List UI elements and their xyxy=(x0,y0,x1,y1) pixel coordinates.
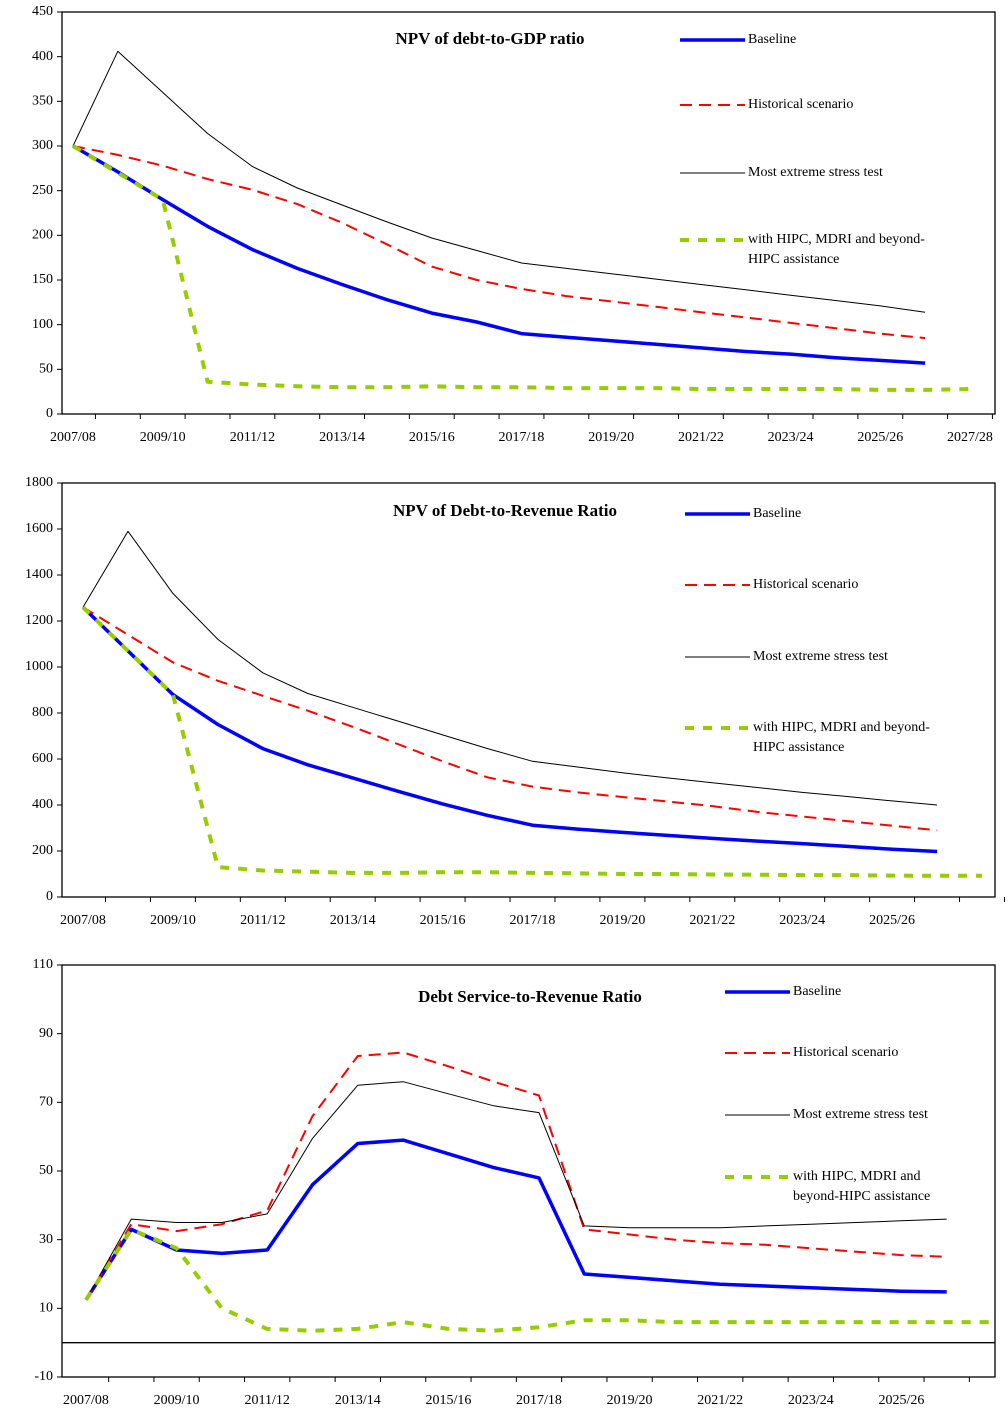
y-tick-label: 1400 xyxy=(25,567,53,582)
series-line xyxy=(85,1051,947,1301)
legend-label: with HIPC, MDRI and beyond-HIPC assistan… xyxy=(748,232,925,267)
legend-label: Baseline xyxy=(748,32,796,47)
legend-label: Baseline xyxy=(793,984,841,999)
series-line xyxy=(81,605,938,854)
y-tick-label: 1200 xyxy=(25,613,53,628)
y-tick-label: 100 xyxy=(32,317,53,332)
x-tick-label: 2007/08 xyxy=(63,1393,109,1408)
x-tick-label: 2025/26 xyxy=(869,913,915,928)
x-tick-label: 2013/14 xyxy=(330,913,376,928)
legend-label: with HIPC, MDRI and beyond-HIPC assistan… xyxy=(753,720,930,755)
x-tick-label: 2009/10 xyxy=(140,430,186,445)
y-tick-label: 200 xyxy=(32,228,53,243)
y-tick-label: 200 xyxy=(32,843,53,858)
x-tick-label: 2015/16 xyxy=(409,430,455,445)
y-tick-label: 250 xyxy=(32,183,53,198)
series-line xyxy=(72,50,926,313)
y-tick-label: 300 xyxy=(32,138,53,153)
y-tick-label: 1600 xyxy=(25,521,53,536)
y-tick-label: 90 xyxy=(39,1026,53,1041)
x-tick-label: 2025/26 xyxy=(878,1393,924,1408)
legend-label: Historical scenario xyxy=(753,577,858,592)
x-tick-label: 2007/08 xyxy=(60,913,106,928)
x-tick-label: 2027/28 xyxy=(947,430,993,445)
y-tick-label: 600 xyxy=(32,751,53,766)
y-tick-label: 1000 xyxy=(25,659,53,674)
y-tick-label: 400 xyxy=(32,49,53,64)
chart-title: Debt Service-to-Revenue Ratio xyxy=(418,987,642,1006)
y-tick-label: 50 xyxy=(39,362,53,377)
x-tick-label: 2023/24 xyxy=(768,430,814,445)
series-line xyxy=(81,605,982,878)
y-tick-label: 1800 xyxy=(25,475,53,490)
legend-label: Most extreme stress test xyxy=(748,165,883,180)
x-tick-label: 2021/22 xyxy=(689,913,735,928)
x-tick-label: 2013/14 xyxy=(335,1393,381,1408)
x-tick-label: 2011/12 xyxy=(230,430,275,445)
x-tick-label: 2007/08 xyxy=(50,430,96,445)
legend-label: Historical scenario xyxy=(793,1045,898,1060)
y-tick-label: 10 xyxy=(39,1301,53,1316)
x-tick-label: 2015/16 xyxy=(420,913,466,928)
legend-label: with HIPC, MDRI and beyond-HIPC assistanc… xyxy=(793,1169,930,1204)
y-tick-label: 400 xyxy=(32,797,53,812)
plot-frame xyxy=(61,11,996,415)
y-tick-label: 50 xyxy=(39,1163,53,1178)
x-tick-label: 2017/18 xyxy=(516,1393,562,1408)
y-tick-label: 150 xyxy=(32,272,53,287)
x-tick-label: 2023/24 xyxy=(779,913,825,928)
x-tick-label: 2019/20 xyxy=(588,430,634,445)
chart-title: NPV of debt-to-GDP ratio xyxy=(395,29,584,48)
x-tick-label: 2013/14 xyxy=(319,430,365,445)
series-line xyxy=(84,1138,947,1301)
y-tick-label: 0 xyxy=(46,889,53,904)
y-tick-label: 70 xyxy=(39,1095,53,1110)
legend-label: Most extreme stress test xyxy=(753,649,888,664)
legend-label: Most extreme stress test xyxy=(793,1107,928,1122)
x-tick-label: 2011/12 xyxy=(240,913,285,928)
series-line xyxy=(71,144,971,392)
chart-title: NPV of Debt-to-Revenue Ratio xyxy=(393,501,617,520)
x-tick-label: 2015/16 xyxy=(425,1393,471,1408)
x-tick-label: 2017/18 xyxy=(499,430,545,445)
series-line xyxy=(84,1227,992,1333)
plot-frame xyxy=(61,482,996,898)
x-tick-label: 2009/10 xyxy=(154,1393,200,1408)
x-tick-label: 2025/26 xyxy=(857,430,903,445)
y-tick-label: 450 xyxy=(32,4,53,19)
legend-label: Historical scenario xyxy=(748,97,853,112)
series-line xyxy=(85,1081,947,1301)
x-tick-label: 2009/10 xyxy=(150,913,196,928)
y-tick-label: 110 xyxy=(33,957,53,972)
series-line xyxy=(72,144,926,365)
x-tick-label: 2017/18 xyxy=(510,913,556,928)
y-tick-label: 30 xyxy=(39,1232,53,1247)
x-tick-label: 2019/20 xyxy=(607,1393,653,1408)
y-tick-label: 350 xyxy=(32,94,53,109)
x-tick-label: 2021/22 xyxy=(678,430,724,445)
series-line xyxy=(82,530,938,806)
y-tick-label: -10 xyxy=(34,1369,53,1384)
x-tick-label: 2019/20 xyxy=(599,913,645,928)
legend-label: Baseline xyxy=(753,506,801,521)
x-tick-label: 2023/24 xyxy=(788,1393,834,1408)
x-tick-label: 2021/22 xyxy=(697,1393,743,1408)
y-tick-label: 800 xyxy=(32,705,53,720)
series-line xyxy=(82,606,938,832)
y-tick-label: 0 xyxy=(46,406,53,421)
x-tick-label: 2011/12 xyxy=(245,1393,290,1408)
